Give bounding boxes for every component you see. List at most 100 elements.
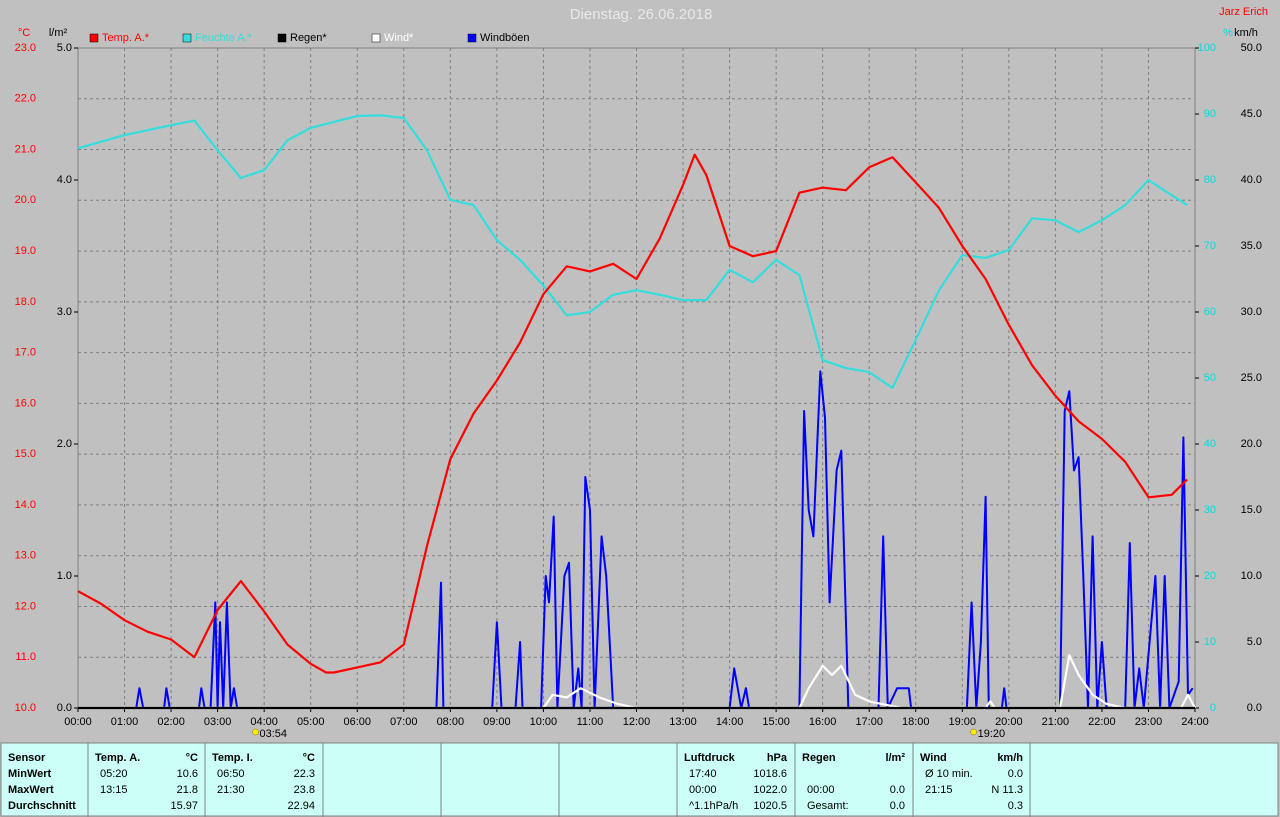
x-tick-label: 02:00	[157, 716, 185, 728]
y-tick-label: 5.0	[1247, 636, 1262, 648]
x-tick-label: 08:00	[437, 716, 465, 728]
x-tick-label: 06:00	[343, 716, 371, 728]
y-tick-label: 15.0	[1241, 504, 1262, 516]
cell-value: 15.97	[170, 800, 198, 812]
axis-unit: °C	[18, 27, 30, 39]
cell-label: 17:40	[689, 768, 717, 780]
y-tick-label: 0.0	[57, 702, 72, 714]
y-tick-label: 18.0	[15, 296, 36, 308]
x-tick-label: 05:00	[297, 716, 325, 728]
legend-swatch	[182, 33, 192, 43]
x-tick-label: 20:00	[995, 716, 1023, 728]
author: Jarz Erich	[1219, 6, 1268, 18]
y-tick-label: 14.0	[15, 499, 36, 511]
x-tick-label: 17:00	[855, 716, 883, 728]
cell-value: 1020.5	[753, 800, 787, 812]
cell-value: 22.3	[294, 768, 315, 780]
y-tick-label: 40	[1204, 438, 1216, 450]
cell-label: 05:20	[100, 768, 128, 780]
y-tick-label: 80	[1204, 174, 1216, 186]
row-label: MaxWert	[8, 784, 54, 796]
x-tick-label: 07:00	[390, 716, 418, 728]
y-tick-label: 15.0	[15, 448, 36, 460]
panel-unit: km/h	[997, 752, 1023, 764]
cell-label: 21:15	[925, 784, 953, 796]
cell-value: 0.0	[890, 784, 905, 796]
cell-label: 13:15	[100, 784, 128, 796]
y-tick-label: 12.0	[15, 600, 36, 612]
legend-swatch	[467, 33, 477, 43]
panel-unit: °C	[303, 752, 315, 764]
legend-label: Wind*	[384, 32, 414, 44]
y-tick-label: 25.0	[1241, 372, 1262, 384]
status-panel	[0, 742, 1279, 817]
cell-value: 10.6	[177, 768, 198, 780]
panel-title: Wind	[920, 752, 947, 764]
cell-value: 0.0	[1008, 768, 1023, 780]
y-tick-label: 16.0	[15, 397, 36, 409]
y-tick-label: 50.0	[1241, 42, 1262, 54]
x-tick-label: 03:00	[204, 716, 232, 728]
cell-label: ^1.1hPa/h	[689, 800, 738, 812]
cell-label: 00:00	[807, 784, 835, 796]
y-tick-label: 20	[1204, 570, 1216, 582]
legend-label: Windböen	[480, 32, 530, 44]
cell-label: 21:30	[217, 784, 245, 796]
y-tick-label: 22.0	[15, 93, 36, 105]
y-tick-label: 1.0	[57, 570, 72, 582]
x-tick-label: 01:00	[111, 716, 139, 728]
x-tick-label: 19:00	[949, 716, 977, 728]
y-tick-label: 100	[1198, 42, 1216, 54]
cell-value: 0.3	[1008, 800, 1023, 812]
x-tick-label: 23:00	[1135, 716, 1163, 728]
cell-value: N 11.3	[991, 784, 1023, 796]
y-tick-label: 11.0	[15, 651, 36, 663]
y-tick-label: 10	[1204, 636, 1216, 648]
panel-title: Temp. I.	[212, 752, 253, 764]
sun-marker	[970, 728, 977, 736]
chart-title: Dienstag. 26.06.2018	[570, 6, 713, 23]
x-tick-label: 09:00	[483, 716, 511, 728]
cell-value: 21.8	[177, 784, 198, 796]
x-tick-label: 00:00	[64, 716, 92, 728]
cell-value: 1018.6	[753, 768, 787, 780]
y-tick-label: 45.0	[1241, 108, 1262, 120]
panel-unit: l/m²	[885, 752, 905, 764]
y-tick-label: 2.0	[57, 438, 72, 450]
y-tick-label: 20.0	[15, 194, 36, 206]
legend-swatch	[277, 33, 287, 43]
panel-unit: hPa	[767, 752, 788, 764]
annotation: 03:54	[260, 728, 288, 740]
cell-value: 22.94	[287, 800, 315, 812]
y-tick-label: 0.0	[1247, 702, 1262, 714]
y-tick-label: 0	[1210, 702, 1216, 714]
sun-marker	[252, 728, 259, 736]
cell-value: 0.0	[890, 800, 905, 812]
axis-unit: %	[1223, 27, 1233, 39]
x-tick-label: 13:00	[669, 716, 697, 728]
panel-title: Regen	[802, 752, 836, 764]
series-line	[78, 654, 1196, 710]
y-tick-label: 23.0	[15, 42, 36, 54]
cell-label: Ø 10 min.	[925, 768, 973, 780]
x-tick-label: 10:00	[530, 716, 558, 728]
y-tick-label: 5.0	[57, 42, 72, 54]
panel-title: Temp. A.	[95, 752, 140, 764]
x-tick-label: 12:00	[623, 716, 651, 728]
y-tick-label: 40.0	[1241, 174, 1262, 186]
legend-label: Temp. A.*	[102, 32, 150, 44]
y-tick-label: 4.0	[57, 174, 72, 186]
y-tick-label: 30.0	[1241, 306, 1262, 318]
row-label: MinWert	[8, 768, 52, 780]
y-tick-label: 3.0	[57, 306, 72, 318]
x-tick-label: 22:00	[1088, 716, 1116, 728]
y-tick-label: 17.0	[15, 347, 36, 359]
legend-swatch	[89, 33, 99, 43]
cell-value: 1022.0	[753, 784, 787, 796]
x-tick-label: 24:00	[1181, 716, 1209, 728]
x-tick-label: 15:00	[762, 716, 790, 728]
axis-unit: km/h	[1234, 27, 1258, 39]
cell-label: Gesamt:	[807, 800, 849, 812]
